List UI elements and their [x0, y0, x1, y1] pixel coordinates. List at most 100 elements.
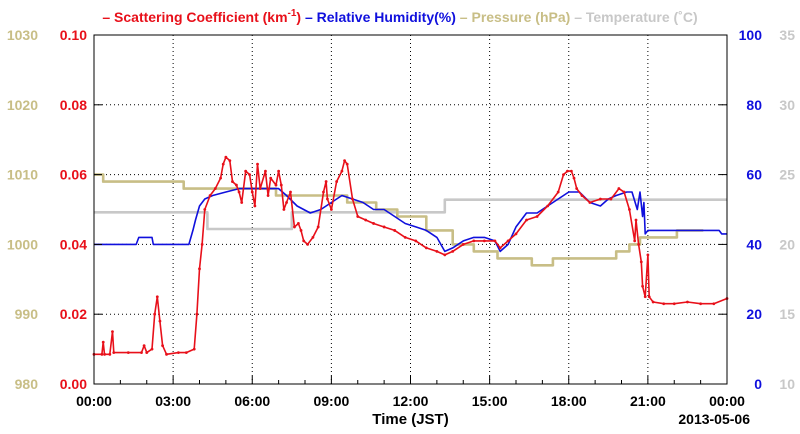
scattering-point: [244, 169, 248, 173]
scattering-point: [498, 246, 502, 250]
x-tick-label: 03:00: [155, 393, 191, 409]
scattering-point: [250, 190, 254, 194]
series-layer: [92, 155, 729, 356]
scattering-tick-label: 0.04: [60, 236, 87, 252]
scattering-point: [221, 162, 225, 166]
scattering-point: [643, 295, 647, 299]
scattering-point: [192, 347, 196, 351]
scattering-point: [101, 340, 105, 344]
scattering-point: [316, 225, 320, 229]
scattering-point: [351, 197, 354, 201]
scattering-point: [324, 180, 328, 183]
legend-entry: – Temperature (˚C): [570, 9, 697, 25]
scattering-point: [228, 159, 232, 163]
scattering-point: [329, 208, 333, 211]
scattering-point: [646, 253, 650, 257]
scattering-point: [403, 236, 407, 239]
scattering-point: [219, 176, 223, 180]
scattering-point: [647, 295, 651, 299]
scattering-point: [535, 215, 539, 218]
scattering-point: [200, 243, 204, 246]
scattering-point: [356, 215, 360, 218]
humidity-tick-label: 40: [746, 236, 762, 252]
scattering-point: [240, 201, 244, 204]
temperature-tick-label: 25: [779, 167, 795, 183]
temperature-tick-label: 15: [779, 306, 795, 322]
scattering-point: [562, 173, 565, 177]
scattering-point: [451, 249, 455, 253]
legend-superscript: -1: [288, 8, 297, 19]
temperature-tick-label: 20: [779, 236, 795, 252]
x-tick-label: 15:00: [472, 393, 508, 409]
scattering-point: [566, 169, 569, 173]
scattering-point: [279, 183, 283, 187]
scattering-point: [256, 162, 259, 166]
legend: – Scattering Coefficient (km-1) – Relati…: [102, 8, 697, 25]
scattering-point: [514, 232, 518, 236]
scattering-point: [100, 352, 104, 356]
scattering-point: [617, 187, 621, 190]
scattering-point: [343, 159, 346, 163]
scattering-point: [177, 351, 180, 354]
scattering-point: [628, 208, 631, 211]
scattering-point: [662, 302, 666, 306]
x-tick-label: 06:00: [234, 393, 270, 409]
pressure-tick-label: 980: [15, 376, 39, 392]
x-tick-label: 00:00: [709, 393, 745, 409]
temperature-tick-label: 10: [779, 376, 795, 392]
scattering-point: [326, 197, 329, 201]
scattering-tick-label: 0.10: [60, 27, 87, 43]
scattering-point: [198, 267, 201, 271]
humidity-tick-label: 60: [746, 167, 762, 183]
scattering-point: [345, 162, 349, 166]
scattering-point: [335, 180, 339, 183]
scattering-point: [299, 229, 303, 232]
scattering-point: [569, 169, 573, 173]
pressure-tick-label: 1010: [7, 167, 38, 183]
pressure-tick-label: 1020: [7, 97, 38, 113]
scattering-point: [153, 312, 157, 316]
x-tick-label: 09:00: [313, 393, 349, 409]
scattering-point: [340, 169, 344, 173]
legend-entry: – Scattering Coefficient (km: [102, 9, 287, 25]
x-axis-title: Time (JST): [372, 411, 448, 428]
scattering-point: [382, 225, 386, 229]
scattering-point: [372, 222, 375, 225]
scattering-point: [155, 295, 159, 299]
scattering-point: [472, 239, 476, 243]
humidity-tick-label: 80: [746, 97, 762, 113]
scattering-point: [274, 183, 278, 187]
pressure-tick-label: 1000: [7, 236, 38, 252]
scattering-point: [639, 260, 643, 264]
series-scattering-coefficient-line: [94, 156, 728, 356]
scattering-point: [203, 208, 207, 211]
humidity-tick-label: 20: [746, 306, 762, 322]
scattering-point: [150, 347, 154, 351]
scattering-point: [126, 351, 130, 354]
scattering-point: [546, 204, 550, 208]
scattering-point: [306, 243, 310, 246]
scattering-point: [235, 183, 238, 187]
scattering-point: [651, 300, 655, 304]
scattering-tick-label: 0.00: [60, 376, 87, 392]
humidity-tick-label: 100: [739, 27, 763, 43]
scattering-point: [289, 190, 292, 194]
scattering-point: [293, 225, 296, 229]
scattering-point: [493, 239, 497, 243]
scattering-point: [142, 344, 146, 348]
scattering-point: [264, 169, 267, 173]
scattering-point: [297, 222, 300, 225]
legend-entry: – Relative Humidity(%): [301, 9, 456, 25]
scattering-point: [269, 176, 273, 180]
scattering-tick-label: 0.08: [60, 97, 87, 113]
scattering-point: [461, 243, 465, 246]
scattering-point: [588, 201, 592, 204]
scattering-point: [609, 197, 613, 201]
scattering-point: [637, 243, 641, 246]
scattering-point: [364, 218, 368, 222]
scattering-point: [575, 187, 579, 190]
scattering-point: [482, 239, 486, 243]
scattering-point: [443, 253, 447, 257]
x-tick-label: 00:00: [76, 393, 112, 409]
